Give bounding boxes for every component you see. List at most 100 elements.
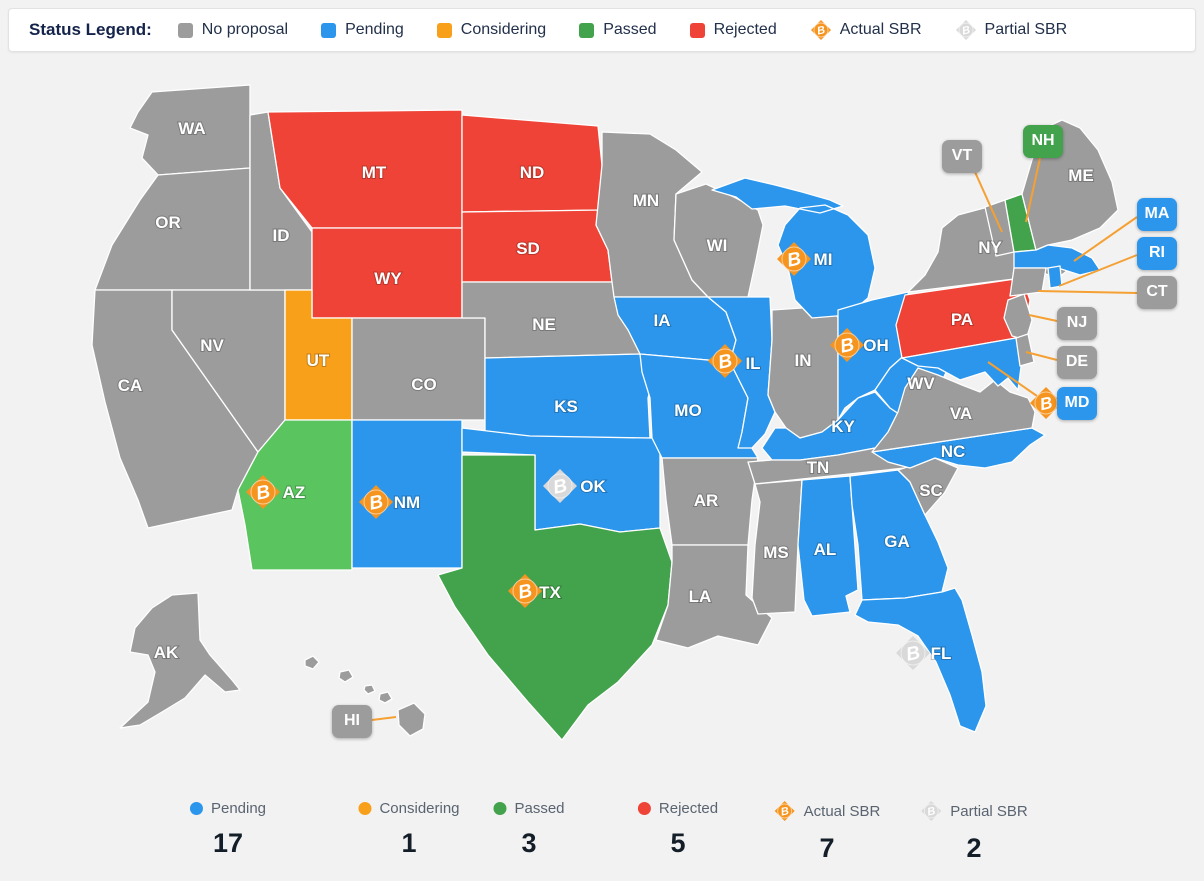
callout-label-hi[interactable]: HI bbox=[332, 704, 372, 738]
actual-sbr-icon-mi: B bbox=[777, 242, 811, 276]
btc-icon-circle bbox=[250, 479, 276, 505]
legend-item-label: Actual SBR bbox=[839, 21, 922, 38]
state-label-ak: AK bbox=[154, 643, 179, 662]
legend-title: Status Legend: bbox=[29, 20, 152, 39]
btc-icon-circle bbox=[958, 22, 974, 38]
summary-label: Partial SBR bbox=[950, 802, 1028, 820]
callout-label-md[interactable]: MD bbox=[1057, 386, 1097, 420]
state-label-wy: WY bbox=[374, 269, 402, 288]
state-label-ca: CA bbox=[118, 376, 143, 395]
partial-sbr-icon: B bbox=[955, 20, 976, 40]
callout-line-nh bbox=[1025, 157, 1041, 223]
summary-dot bbox=[637, 802, 651, 815]
legend-swatch bbox=[321, 22, 337, 38]
btc-icon-b: B bbox=[254, 481, 272, 504]
actual-sbr-icon: B bbox=[774, 801, 795, 821]
state-label-sd: SD bbox=[516, 239, 540, 258]
state-nc[interactable] bbox=[871, 427, 1046, 469]
legend-item-label: Passed bbox=[603, 21, 657, 38]
btc-icon-b: B bbox=[367, 491, 385, 514]
state-in[interactable] bbox=[767, 305, 839, 439]
legend-item-actual-sbr: B Actual SBR bbox=[810, 19, 922, 41]
callout-label-ri[interactable]: RI bbox=[1137, 236, 1177, 270]
btc-icon-circle bbox=[781, 246, 807, 272]
state-ks[interactable] bbox=[484, 353, 656, 439]
state-label-la: LA bbox=[689, 587, 712, 606]
summary-item-partial-sbr: B Partial SBR 2 bbox=[920, 800, 1028, 864]
status-legend-bar: Status Legend: No proposal Pending Conside… bbox=[8, 8, 1196, 52]
actual-sbr-icon: B bbox=[810, 20, 831, 40]
state-co[interactable] bbox=[351, 317, 486, 421]
btc-icon-b: B bbox=[516, 580, 534, 603]
callout-label-de[interactable]: DE bbox=[1057, 345, 1097, 379]
btc-icon-circle bbox=[813, 22, 829, 38]
state-label-ny: NY bbox=[978, 238, 1002, 257]
summary-count: 1 bbox=[401, 828, 417, 858]
state-label-wv: WV bbox=[907, 374, 935, 393]
legend-item-label: Pending bbox=[345, 21, 404, 38]
state-label-va: VA bbox=[950, 404, 972, 423]
callout-label-nj[interactable]: NJ bbox=[1057, 306, 1097, 340]
summary-item-pending: Pending 17 bbox=[189, 800, 267, 859]
state-label-az: AZ bbox=[283, 483, 306, 502]
actual-sbr-icon-il: B bbox=[708, 344, 742, 378]
callout-label-ma[interactable]: MA bbox=[1137, 197, 1177, 231]
callout-line-hi bbox=[371, 716, 397, 721]
legend-item-pending: Pending bbox=[321, 21, 404, 39]
state-hi[interactable] bbox=[304, 655, 426, 737]
btc-icon-circle bbox=[834, 332, 860, 358]
legend-item-no-proposal: No proposal bbox=[177, 21, 289, 39]
state-label-mn: MN bbox=[633, 191, 659, 210]
state-label-id: ID bbox=[273, 226, 290, 245]
state-de[interactable] bbox=[1015, 333, 1035, 367]
legend-item-label: No proposal bbox=[201, 21, 289, 38]
actual-sbr-icon-nm: B bbox=[359, 485, 393, 519]
state-label-sc: SC bbox=[919, 481, 943, 500]
state-label-mi: MI bbox=[814, 250, 833, 269]
summary-item-passed: Passed 3 bbox=[493, 800, 565, 859]
state-label-ga: GA bbox=[884, 532, 910, 551]
summary-count: 7 bbox=[819, 833, 835, 863]
callout-label-ct[interactable]: CT bbox=[1137, 275, 1177, 309]
btc-icon-b: B bbox=[551, 475, 569, 498]
callout-label-nh[interactable]: NH bbox=[1023, 124, 1063, 158]
summary-count: 5 bbox=[670, 828, 686, 858]
state-label-nd: ND bbox=[520, 163, 545, 182]
state-label-nc: NC bbox=[941, 442, 966, 461]
state-label-wa: WA bbox=[178, 119, 205, 138]
state-tx[interactable] bbox=[437, 454, 673, 741]
btc-icon-circle bbox=[923, 803, 939, 819]
state-va[interactable] bbox=[871, 367, 1036, 453]
btc-icon-b: B bbox=[1038, 393, 1054, 414]
state-al[interactable] bbox=[797, 475, 859, 617]
btc-icon-b: B bbox=[816, 24, 826, 37]
btc-icon-b: B bbox=[785, 248, 803, 271]
callout-label-vt[interactable]: VT bbox=[942, 139, 982, 173]
legend-item-partial-sbr: B Partial SBR bbox=[955, 19, 1067, 41]
btc-icon-b: B bbox=[961, 24, 971, 37]
state-ri[interactable] bbox=[1047, 265, 1063, 289]
btc-icon-b: B bbox=[838, 334, 856, 357]
summary-dot bbox=[189, 802, 203, 815]
legend-item-rejected: Rejected bbox=[689, 21, 777, 39]
callout-line-de bbox=[1025, 351, 1058, 361]
actual-sbr-icon-md: B bbox=[1030, 387, 1062, 419]
state-fl[interactable] bbox=[854, 587, 987, 733]
partial-sbr-icon-fl: B bbox=[896, 636, 930, 670]
callout-line-vt bbox=[974, 171, 1003, 233]
state-label-tx: TX bbox=[539, 583, 561, 602]
summary-label: Pending bbox=[210, 800, 267, 817]
legend-swatch bbox=[436, 22, 452, 38]
btc-icon-b: B bbox=[926, 805, 936, 818]
state-ak[interactable] bbox=[119, 592, 241, 729]
summary-label: Passed bbox=[514, 800, 565, 817]
state-label-il: IL bbox=[745, 354, 760, 373]
state-label-ar: AR bbox=[694, 491, 719, 510]
state-label-mt: MT bbox=[362, 163, 387, 182]
legend-item-considering: Considering bbox=[436, 21, 546, 39]
btc-icon-circle bbox=[512, 578, 538, 604]
btc-icon-circle bbox=[712, 348, 738, 374]
state-la[interactable] bbox=[655, 544, 773, 649]
summary-item-rejected: Rejected 5 bbox=[637, 800, 718, 859]
btc-icon-b: B bbox=[904, 642, 922, 665]
